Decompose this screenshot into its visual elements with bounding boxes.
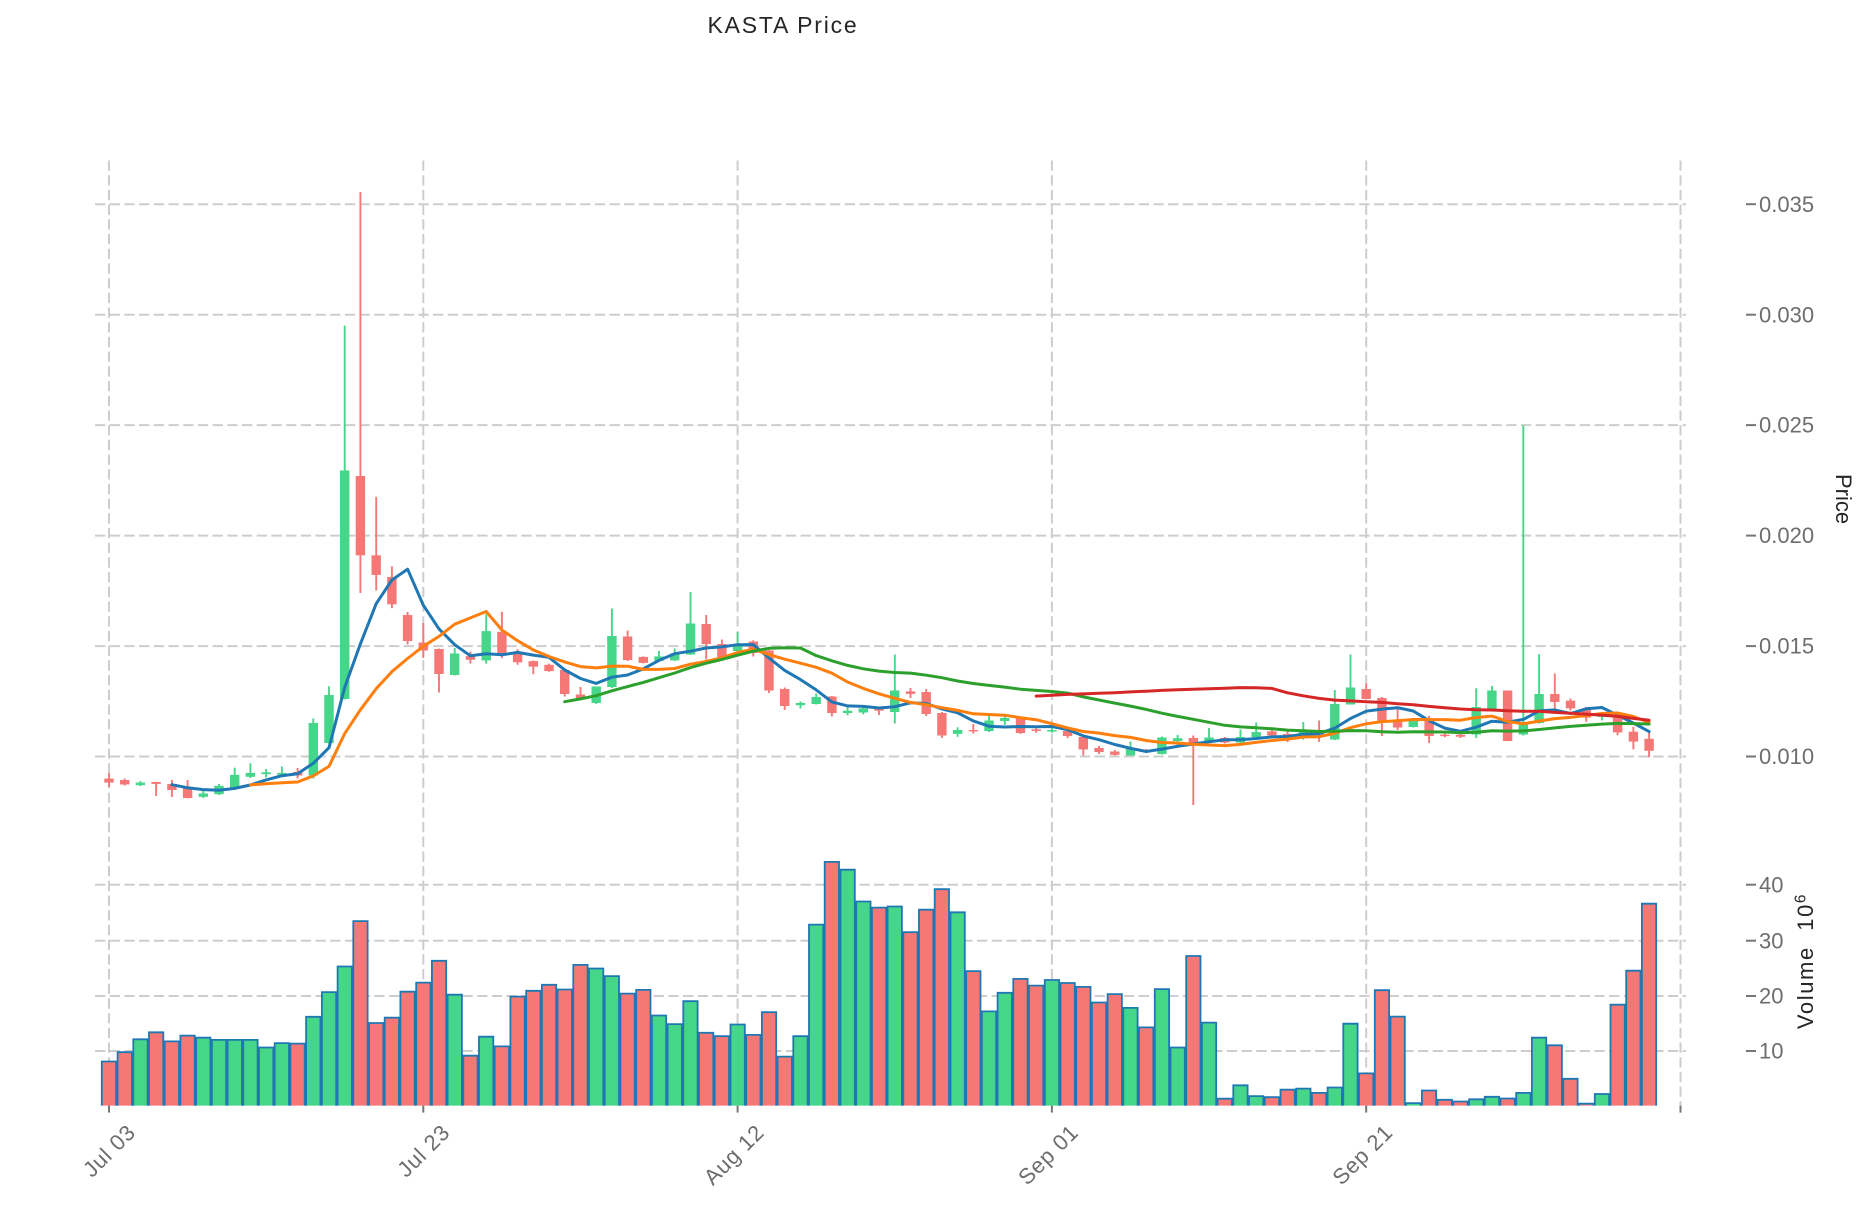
svg-text:20: 20 bbox=[1759, 984, 1783, 1009]
svg-text:Price: Price bbox=[1831, 474, 1856, 524]
svg-text:0.025: 0.025 bbox=[1759, 413, 1814, 438]
svg-text:0.015: 0.015 bbox=[1759, 634, 1814, 659]
svg-text:0.020: 0.020 bbox=[1759, 523, 1814, 548]
svg-text:10: 10 bbox=[1759, 1039, 1783, 1064]
svg-text:30: 30 bbox=[1759, 928, 1783, 953]
svg-text:0.010: 0.010 bbox=[1759, 744, 1814, 769]
svg-text:0.035: 0.035 bbox=[1759, 192, 1814, 217]
svg-text:0.030: 0.030 bbox=[1759, 302, 1814, 327]
svg-text:40: 40 bbox=[1759, 872, 1783, 897]
svg-text:KASTA Price: KASTA Price bbox=[707, 12, 858, 38]
svg-text:Volume 106: Volume 106 bbox=[1793, 893, 1819, 1029]
